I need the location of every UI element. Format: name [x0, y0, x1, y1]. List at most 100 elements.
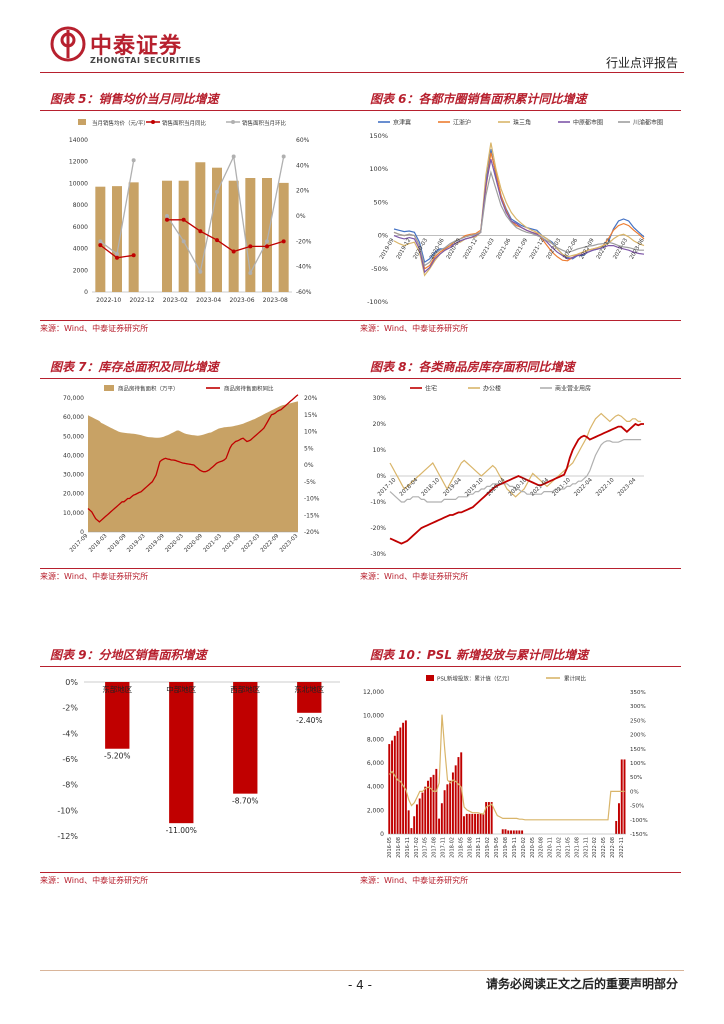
y-right-tick: -15% — [304, 512, 320, 519]
price-bar — [112, 186, 122, 292]
legend-label: 商品房待售面积同比 — [224, 385, 274, 393]
panel-source: 来源：Wind、中泰证券研究所 — [360, 872, 681, 889]
x-tick: 2018-08 — [467, 837, 473, 858]
y-left-tick: 12,000 — [363, 689, 384, 696]
series-point — [215, 189, 219, 194]
series-point — [165, 217, 169, 222]
y-tick: 30% — [373, 395, 387, 402]
data-label: -8.70% — [232, 797, 259, 806]
legend-label: 销售面积当月环比 — [242, 119, 287, 127]
legend-swatch — [426, 675, 434, 681]
footer-divider — [40, 970, 684, 971]
panel-chart6: 图表 6：各都市圈销售面积累计同比增速 京津冀 江浙沪 珠三角 中原都市圈 川渝都市圈 -… — [360, 88, 681, 338]
y-right-tick: 200% — [630, 733, 646, 739]
psl-bar — [407, 810, 410, 834]
y-tick: -6% — [62, 755, 78, 764]
y-right-tick: -40% — [296, 264, 312, 271]
psl-bar — [465, 813, 468, 834]
psl-bar — [521, 830, 524, 834]
chart8-svg: 住宅 办公楼 商业营业用房-30%-20%-10%0%10%20%30%2017-1… — [370, 385, 644, 558]
psl-bar — [515, 830, 518, 834]
panel-source: 来源：Wind、中泰证券研究所 — [360, 568, 681, 585]
x-tick: 2021-05 — [565, 837, 571, 858]
panel-chart7: 图表 7：库存总面积及同比增速 商品房待售面积（万平） 商品房待售面积同比 0 10,… — [40, 356, 361, 586]
y-left-tick: 70,000 — [63, 395, 84, 402]
y-right-tick: 350% — [630, 690, 646, 696]
series-line-4 — [393, 170, 644, 267]
psl-bar — [487, 802, 490, 834]
legend-label: 住宅 — [425, 385, 437, 393]
psl-bar — [471, 813, 474, 834]
psl-bar — [393, 735, 396, 834]
psl-bar — [460, 752, 463, 834]
y-left-tick: 4000 — [73, 246, 88, 253]
psl-bar — [623, 759, 626, 834]
panel-title: 图表 10：PSL 新增投放与累计同比增速 — [360, 644, 681, 667]
y-left-tick: 60,000 — [63, 414, 84, 421]
x-tick: 2022-08 — [610, 837, 616, 858]
x-tick: 2018-11 — [476, 837, 482, 858]
psl-bar — [474, 813, 477, 834]
x-tick: 2021-03 — [479, 237, 496, 260]
legend-marker — [151, 120, 155, 124]
x-tick: 2021-02 — [557, 837, 563, 858]
y-right-tick: 15% — [304, 412, 318, 419]
disclaimer-note: 请务必阅读正文之后的重要声明部分 — [485, 977, 678, 991]
y-left-tick: 2000 — [73, 267, 88, 274]
psl-bar — [512, 830, 515, 834]
y-right-tick: -20% — [304, 529, 320, 536]
legend-label: 当月销售均价（元/平） — [92, 119, 149, 127]
x-tick: 2021-06 — [496, 237, 513, 260]
price-bar — [228, 180, 239, 292]
psl-bar — [507, 830, 510, 834]
y-right-tick: -20% — [296, 238, 312, 245]
y-right-tick: 10% — [304, 429, 318, 436]
x-tick: 2019-10 — [464, 477, 485, 498]
legend-label: 销售面积当月同比 — [162, 119, 207, 127]
series-point — [231, 249, 236, 254]
x-tick: 2023-03 — [612, 237, 629, 260]
x-tick: 2023-02 — [163, 297, 188, 304]
psl-bar — [438, 818, 441, 834]
x-tick: 2022-11 — [619, 837, 625, 858]
psl-bar — [421, 792, 424, 834]
price-bar — [195, 162, 206, 292]
y-left-tick: 0 — [84, 289, 88, 296]
y-tick: 100% — [369, 165, 388, 173]
y-left-tick: 14000 — [69, 137, 88, 144]
y-tick: -4% — [62, 729, 78, 738]
series-point — [281, 239, 286, 244]
x-tick: 2020-03 — [164, 533, 185, 554]
y-left-tick: 10,000 — [363, 713, 384, 720]
psl-bar — [418, 798, 421, 834]
y-tick: -2% — [62, 704, 78, 713]
x-tick: 2019-11 — [512, 837, 518, 858]
x-tick: 2020-02 — [521, 837, 527, 858]
y-right-tick: -100% — [630, 818, 648, 824]
psl-bar — [468, 813, 471, 834]
x-tick: 2019-12 — [396, 238, 413, 261]
y-left-tick: 50,000 — [63, 433, 84, 440]
x-tick: 2021-09 — [512, 237, 529, 260]
y-right-tick: 300% — [630, 704, 646, 710]
x-tick: 2019-09 — [379, 237, 396, 260]
series-point — [181, 217, 186, 222]
region-bar — [169, 682, 194, 824]
y-tick: 20% — [373, 421, 387, 428]
series-point — [98, 243, 103, 248]
y-right-tick: 5% — [304, 445, 314, 452]
psl-bar — [396, 731, 399, 834]
psl-bar — [457, 757, 460, 834]
y-left-tick: 0 — [80, 529, 84, 536]
x-tick: 2023-08 — [263, 297, 288, 304]
x-tick: 2018-04 — [399, 477, 420, 498]
legend-label: 办公楼 — [483, 385, 501, 393]
y-left-tick: 4,000 — [367, 784, 384, 791]
legend-marker — [231, 120, 235, 124]
x-tick: 2020-11 — [548, 837, 554, 858]
psl-bar — [432, 774, 435, 834]
price-bar — [262, 178, 272, 292]
psl-bar — [476, 813, 479, 834]
psl-bar — [446, 784, 449, 834]
inventory-area — [88, 401, 298, 532]
